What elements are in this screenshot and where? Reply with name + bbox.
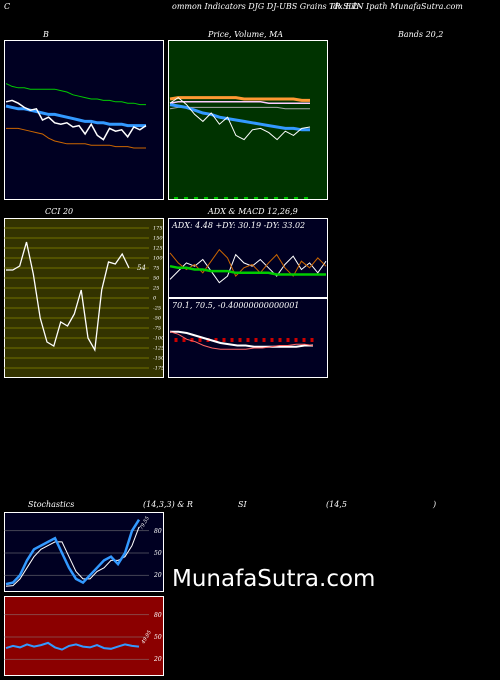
bollinger-lower-line bbox=[6, 127, 146, 149]
header-title: ommon Indicators DJG DJ-UBS Grains TR Su… bbox=[172, 2, 362, 11]
rsi-line bbox=[5, 641, 140, 651]
cci-tick-label: 100 bbox=[153, 256, 163, 262]
ma-pink-line bbox=[169, 101, 310, 104]
cci-tick-label: -25 bbox=[153, 306, 161, 312]
price-ma-title: Price, Volume, MA bbox=[208, 30, 283, 39]
volume-bar bbox=[184, 197, 188, 199]
cci-tick-label: -50 bbox=[153, 316, 162, 322]
cci-chart: 175 150 125 100 75 50 25 0 -25 -50 -75 -100 -125 -150… bbox=[4, 218, 164, 378]
cci-tick-label: 125 bbox=[153, 246, 163, 252]
bands-title: Bands 20,2 bbox=[398, 30, 444, 39]
rsi-bg bbox=[4, 596, 164, 676]
cci-tick-label: 25 bbox=[152, 286, 159, 292]
volume-bar bbox=[194, 197, 198, 199]
bollinger-title: B bbox=[43, 30, 49, 39]
macd-histogram-bar bbox=[262, 338, 266, 342]
header-right: Idx ETN Ipath MunafaSutra.com bbox=[330, 2, 463, 11]
adx-minus-di-line bbox=[169, 248, 327, 277]
macd-histogram-bar bbox=[246, 338, 250, 342]
macd-readout: 70.1, 70.5, -0.40000000000001 bbox=[172, 301, 299, 310]
macd-histogram-bar bbox=[286, 338, 290, 342]
volume-bar bbox=[204, 197, 208, 199]
rsi-label: SI bbox=[238, 500, 247, 509]
cci-tick-label: -125 bbox=[153, 346, 164, 352]
watermark: MunafaSutra.com bbox=[172, 566, 376, 592]
adx-chart: ADX: 4.48 +DY: 30.19 -DY: 33.02 bbox=[168, 218, 328, 298]
osc-tick-label: 50 bbox=[154, 550, 162, 557]
osc-tick-label: 80 bbox=[154, 612, 162, 619]
cci-tick-label: 150 bbox=[153, 236, 163, 242]
stoch-label: Stochastics bbox=[28, 500, 75, 509]
cci-last-value: 54 bbox=[137, 264, 146, 272]
macd-histogram-bar bbox=[294, 338, 298, 342]
volume-bar bbox=[174, 197, 178, 199]
bollinger-chart bbox=[4, 40, 164, 200]
macd-histogram-bar bbox=[174, 338, 178, 342]
cci-tick-label: 50 bbox=[153, 276, 160, 282]
volume-bar bbox=[254, 197, 258, 199]
adx-readout: ADX: 4.48 +DY: 30.19 -DY: 33.02 bbox=[171, 221, 305, 230]
osc-tick-label: 80 bbox=[154, 528, 162, 535]
macd-line bbox=[169, 331, 314, 350]
volume-bar bbox=[274, 197, 278, 199]
ma-gray-line bbox=[169, 106, 310, 110]
macd-histogram-bar bbox=[278, 338, 282, 342]
osc-tick-label: 20 bbox=[153, 572, 162, 579]
macd-histogram-bar bbox=[214, 338, 218, 342]
adx-bg bbox=[168, 218, 328, 298]
macd-histogram-bar bbox=[254, 338, 258, 342]
rsi-params-label: (14,5 bbox=[326, 500, 347, 509]
adx-line bbox=[169, 264, 326, 276]
stoch-k-line bbox=[5, 519, 141, 586]
macd-chart: 70.1, 70.5, -0.40000000000001 bbox=[168, 298, 328, 378]
macd-histogram-bar bbox=[270, 338, 274, 342]
osc-tick-label: 50 bbox=[154, 634, 162, 641]
price-label: Price, bbox=[208, 30, 235, 39]
macd-histogram-bar bbox=[310, 338, 314, 342]
macd-histogram-bar bbox=[222, 338, 226, 342]
header-left: C bbox=[4, 2, 11, 11]
volume-bar bbox=[224, 197, 228, 199]
macd-histogram-bar bbox=[182, 338, 186, 342]
volume-bar bbox=[304, 197, 308, 199]
bollinger-upper-line bbox=[5, 83, 146, 106]
macd-histogram-bar bbox=[230, 338, 234, 342]
macd-histogram-bar bbox=[238, 338, 242, 342]
adx-macd-title: ADX & MACD 12,26,9 bbox=[208, 207, 298, 216]
cci-tick-label: 0 bbox=[153, 296, 157, 302]
rsi-close-paren: ) bbox=[433, 500, 437, 509]
macd-histogram-bar bbox=[302, 338, 306, 342]
volume-bar bbox=[244, 197, 248, 199]
macd-signal-line bbox=[170, 330, 313, 348]
cci-title: CCI 20 bbox=[45, 207, 74, 216]
volume-bar bbox=[284, 197, 288, 199]
volume-bar bbox=[294, 197, 298, 199]
cci-tick-label: -175 bbox=[153, 366, 164, 372]
osc-tick-label: 20 bbox=[153, 656, 162, 663]
adx-plus-di-line bbox=[169, 253, 327, 284]
macd-histogram-bar bbox=[198, 338, 202, 342]
price-ma-bg bbox=[168, 40, 328, 200]
cci-tick-label: 175 bbox=[153, 226, 163, 232]
price-line bbox=[169, 96, 311, 141]
cci-line bbox=[6, 241, 130, 353]
cci-tick-label: -100 bbox=[153, 336, 164, 342]
macd-histogram-bar bbox=[190, 338, 194, 342]
volume-bar bbox=[234, 197, 238, 199]
bollinger-price-line bbox=[5, 99, 147, 141]
ma-label: MA bbox=[269, 30, 284, 39]
volume-bar bbox=[264, 197, 268, 199]
volume-bar bbox=[214, 197, 218, 199]
stoch-d-line bbox=[5, 526, 140, 587]
price-ma-chart bbox=[168, 40, 328, 200]
volume-label: Volume, bbox=[234, 30, 270, 39]
cci-tick-label: -75 bbox=[153, 326, 161, 332]
stoch-params-label: (14,3,3) & R bbox=[143, 500, 193, 509]
ma-blue-line bbox=[169, 103, 310, 132]
cci-tick-label: 75 bbox=[153, 266, 159, 272]
cci-tick-label: -150 bbox=[153, 356, 164, 362]
ma-orange-line bbox=[169, 96, 310, 102]
